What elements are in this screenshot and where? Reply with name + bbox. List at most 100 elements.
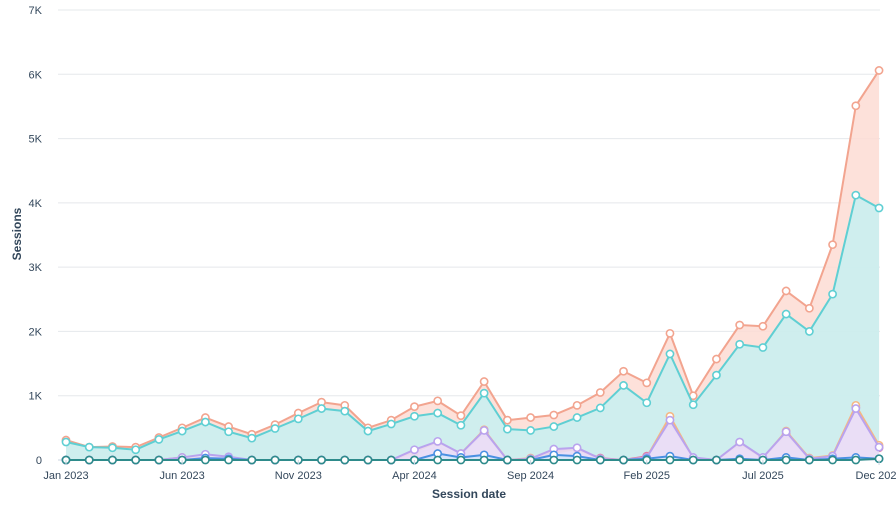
data-point xyxy=(340,455,350,465)
data-point xyxy=(595,403,605,413)
data-point xyxy=(735,339,745,349)
data-point xyxy=(874,66,884,75)
series-area xyxy=(66,70,880,460)
data-point xyxy=(340,406,350,416)
data-point xyxy=(479,426,489,435)
data-point xyxy=(479,377,489,386)
data-point xyxy=(502,424,512,434)
data-point xyxy=(851,404,861,413)
data-point xyxy=(270,424,280,433)
data-point xyxy=(108,455,117,465)
data-point xyxy=(572,400,582,410)
data-point xyxy=(619,455,628,465)
data-point xyxy=(247,455,257,465)
series-area xyxy=(66,408,880,460)
data-point xyxy=(665,349,675,359)
data-point xyxy=(293,414,303,424)
x-tick-label: Dec 2025 xyxy=(856,470,896,482)
data-point xyxy=(572,413,582,422)
data-point xyxy=(804,303,814,313)
data-point xyxy=(595,388,605,397)
y-tick-label: 5K xyxy=(29,134,43,146)
data-point xyxy=(131,445,141,455)
data-point xyxy=(642,378,652,388)
y-tick-label: 3K xyxy=(29,262,43,274)
data-point xyxy=(712,354,721,364)
data-point xyxy=(108,443,117,453)
data-point xyxy=(502,415,512,425)
y-axis-ticks: 0 1K 2K 3K 4K 5K 6K 7K xyxy=(29,5,43,467)
data-point xyxy=(595,455,605,465)
data-point xyxy=(224,427,234,437)
data-point xyxy=(200,417,210,427)
data-point xyxy=(224,455,234,465)
data-point xyxy=(804,327,814,336)
data-point xyxy=(781,309,791,319)
data-point xyxy=(363,426,373,436)
data-point xyxy=(572,455,582,465)
data-point xyxy=(386,455,396,465)
series-2 xyxy=(61,190,884,460)
data-point xyxy=(270,455,280,465)
x-tick-label: Apr 2024 xyxy=(392,470,437,482)
data-point xyxy=(317,404,326,413)
y-tick-label: 0 xyxy=(36,455,42,467)
y-axis-title: Sessions xyxy=(10,207,24,260)
x-tick-label: Nov 2023 xyxy=(275,470,322,482)
data-point xyxy=(619,381,628,390)
x-tick-label: Sep 2024 xyxy=(507,470,554,482)
x-axis-title: Session date xyxy=(432,487,506,501)
data-point xyxy=(758,343,768,352)
data-point xyxy=(828,289,837,299)
data-point xyxy=(642,398,652,408)
data-point xyxy=(502,455,512,465)
y-tick-label: 6K xyxy=(29,69,43,81)
x-tick-label: Jun 2023 xyxy=(160,470,205,482)
x-tick-label: Feb 2025 xyxy=(624,470,670,482)
data-point xyxy=(781,286,791,296)
data-point xyxy=(665,455,675,465)
series-7 xyxy=(61,454,884,465)
data-point xyxy=(874,203,884,213)
data-point xyxy=(386,419,396,429)
data-point xyxy=(712,455,721,465)
data-point xyxy=(828,240,837,250)
data-point xyxy=(735,455,745,465)
data-point xyxy=(735,320,745,330)
data-point xyxy=(456,411,466,421)
data-point xyxy=(526,413,535,422)
data-point xyxy=(874,442,884,452)
data-point xyxy=(200,455,210,465)
x-axis-ticks: Jan 2023 Jun 2023 Nov 2023 Apr 2024 Sep 2024… xyxy=(43,460,896,482)
data-point xyxy=(410,411,419,421)
data-point xyxy=(665,328,675,338)
data-point xyxy=(433,436,443,446)
data-point xyxy=(851,101,861,111)
data-point xyxy=(154,455,164,465)
data-point xyxy=(549,455,559,465)
data-point xyxy=(619,366,628,376)
data-point xyxy=(688,455,698,465)
data-point xyxy=(131,455,141,465)
data-point xyxy=(572,443,582,453)
data-point xyxy=(665,415,675,425)
data-point xyxy=(781,455,791,465)
x-tick-label: Jul 2025 xyxy=(742,470,784,482)
data-point xyxy=(851,455,861,465)
data-point xyxy=(84,455,94,465)
data-point xyxy=(456,455,466,465)
y-tick-label: 2K xyxy=(29,326,43,338)
series-layer xyxy=(61,66,884,465)
data-point xyxy=(479,388,489,398)
data-point xyxy=(410,402,419,412)
y-tick-label: 7K xyxy=(29,5,43,17)
data-point xyxy=(781,427,791,437)
data-point xyxy=(549,422,559,431)
y-tick-label: 1K xyxy=(29,391,43,403)
data-point xyxy=(828,455,837,465)
data-point xyxy=(433,396,443,406)
series-area xyxy=(66,195,880,460)
data-point xyxy=(410,445,419,455)
data-point xyxy=(526,426,535,435)
